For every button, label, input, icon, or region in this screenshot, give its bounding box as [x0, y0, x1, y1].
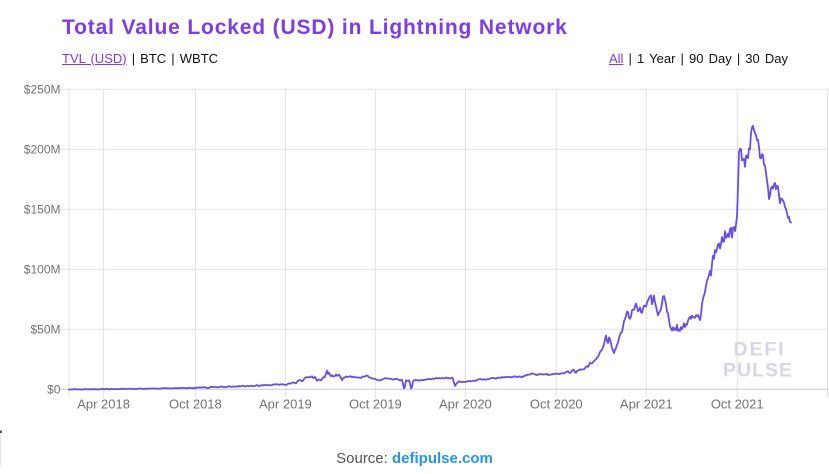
svg-text:$150M: $150M: [24, 202, 61, 216]
svg-text:PULSE: PULSE: [723, 360, 793, 382]
svg-text:Oct 2019: Oct 2019: [349, 397, 402, 412]
svg-text:Oct 2021: Oct 2021: [711, 397, 764, 412]
svg-text:$250M: $250M: [24, 82, 61, 96]
svg-text:Apr 2020: Apr 2020: [439, 397, 492, 412]
svg-text:Oct 2020: Oct 2020: [530, 397, 583, 412]
svg-text:Apr 2018: Apr 2018: [77, 397, 130, 412]
svg-text:DEFI: DEFI: [733, 339, 785, 361]
svg-text:Oct 2018: Oct 2018: [169, 397, 222, 412]
svg-text:$200M: $200M: [24, 142, 61, 156]
svg-text:$100M: $100M: [24, 262, 61, 276]
svg-text:Apr 2019: Apr 2019: [259, 397, 312, 412]
svg-text:$50M: $50M: [30, 322, 60, 336]
svg-text:Apr 2021: Apr 2021: [620, 397, 673, 412]
svg-text:$0: $0: [47, 382, 61, 396]
